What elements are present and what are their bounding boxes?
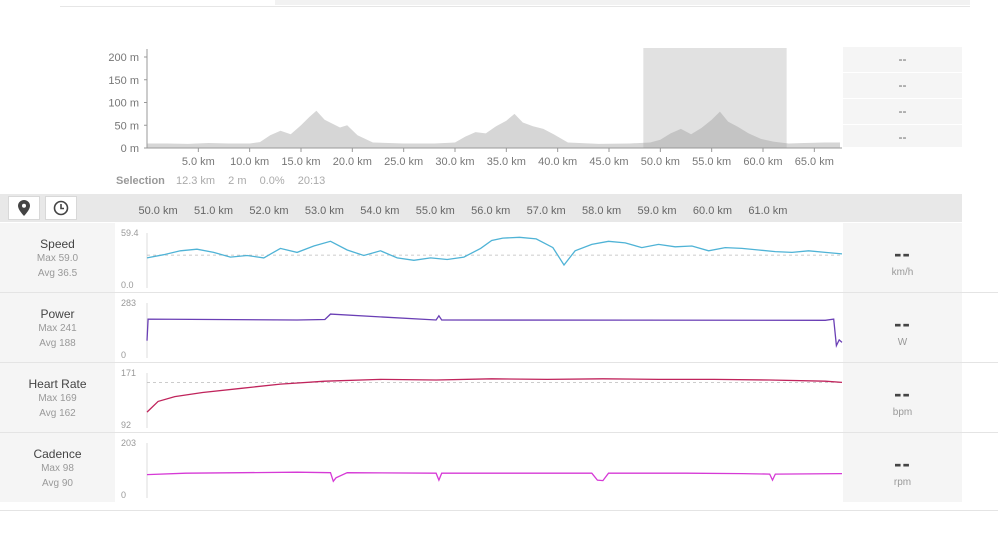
elevation-x-tick: 35.0 km	[487, 156, 526, 168]
power-unit: W	[897, 337, 908, 348]
tab-active[interactable]	[60, 0, 275, 4]
speed-max: Max 59.0	[36, 253, 79, 264]
elevation-x-tick: 20.0 km	[333, 156, 372, 168]
elevation-area	[147, 110, 840, 148]
cadence-name: Cadence	[33, 447, 82, 461]
power-label-panel: Power Max 241 Avg 188	[0, 293, 115, 362]
power-value: --	[894, 311, 911, 336]
power-chart[interactable]: 283 0	[115, 293, 843, 362]
speed-chart[interactable]: 59.4 0.0	[115, 223, 843, 292]
side-value-4: --	[843, 125, 962, 151]
side-value-3: --	[843, 99, 962, 125]
detail-x-tick: 52.0 km	[249, 205, 288, 217]
power-line	[146, 313, 843, 349]
power-value-panel: -- W	[843, 293, 962, 362]
detail-x-tick: 51.0 km	[194, 205, 233, 217]
elevation-y-tick: 150 m	[108, 75, 139, 87]
metric-min-tick: 0	[121, 490, 126, 500]
detail-x-tick: 61.0 km	[748, 205, 787, 217]
elevation-x-tick: 25.0 km	[384, 156, 423, 168]
metric-max-tick: 171	[121, 368, 136, 378]
elevation-x-tick: 5.0 km	[182, 156, 215, 168]
detail-x-tick: 58.0 km	[582, 205, 621, 217]
cadence-label-panel: Cadence Max 98 Avg 90	[0, 433, 115, 502]
elevation-x-tick: 45.0 km	[589, 156, 628, 168]
selection-label: Selection	[116, 175, 165, 187]
hr-max: Max 169	[38, 393, 77, 404]
side-value-2: --	[843, 73, 962, 99]
elevation-x-tick: 30.0 km	[435, 156, 474, 168]
elevation-y-tick: 200 m	[108, 52, 139, 64]
clock-icon[interactable]	[45, 196, 77, 220]
side-value-panel: -- -- -- --	[843, 47, 962, 151]
detail-x-tick: 53.0 km	[305, 205, 344, 217]
tab-inactive[interactable]	[275, 0, 970, 5]
elevation-x-tick: 50.0 km	[641, 156, 680, 168]
top-tab-bar	[60, 0, 970, 7]
metric-min-tick: 92	[121, 420, 131, 430]
cadence-avg: Avg 90	[42, 478, 73, 489]
elevation-chart[interactable]: 200 m 150 m 100 m 50 m 0 m 5.0 km 10.0 km 15.0 …	[0, 40, 850, 170]
speed-name: Speed	[40, 237, 75, 251]
stream-toolbar	[0, 194, 962, 222]
row-divider	[0, 432, 998, 433]
power-avg: Avg 188	[39, 338, 76, 349]
heart-rate-line	[146, 378, 843, 413]
elevation-x-tick: 15.0 km	[281, 156, 320, 168]
elevation-y-tick: 50 m	[115, 120, 139, 132]
heart-rate-chart[interactable]: 171 92	[115, 363, 843, 432]
speed-avg: Avg 36.5	[37, 268, 78, 279]
selection-elevation: 2 m	[228, 175, 247, 187]
cadence-max: Max 98	[41, 463, 74, 474]
detail-x-tick: 55.0 km	[416, 205, 455, 217]
speed-value: --	[894, 241, 911, 266]
selection-box	[643, 48, 787, 148]
metric-max-tick: 59.4	[121, 228, 139, 238]
power-max: Max 241	[38, 323, 77, 334]
speed-label-panel: Speed Max 59.0 Avg 36.5	[0, 223, 115, 292]
hr-value-panel: -- bpm	[843, 363, 962, 432]
elevation-x-tick: 55.0 km	[692, 156, 731, 168]
hr-value: --	[894, 381, 911, 406]
selection-grade: 0.0%	[259, 175, 285, 187]
cadence-line	[146, 471, 843, 483]
speed-unit: km/h	[891, 267, 914, 278]
speed-value-panel: -- km/h	[843, 223, 962, 292]
selection-summary: Selection 12.3 km 2 m 0.0% 20:13	[116, 175, 325, 187]
metric-min-tick: 0	[121, 350, 126, 360]
elevation-y-tick: 0 m	[121, 143, 139, 155]
selection-distance: 12.3 km	[175, 175, 216, 187]
cadence-unit: rpm	[893, 477, 912, 488]
elevation-x-tick: 40.0 km	[538, 156, 577, 168]
detail-x-tick: 54.0 km	[360, 205, 399, 217]
selection-time: 20:13	[297, 175, 326, 187]
elevation-x-tick: 65.0 km	[795, 156, 834, 168]
detail-distance-axis: 50.0 km 51.0 km 52.0 km 53.0 km 54.0 km 55.0 …	[139, 205, 788, 217]
elevation-y-tick: 100 m	[108, 98, 139, 110]
elevation-x-tick: 60.0 km	[743, 156, 782, 168]
metric-max-tick: 283	[121, 298, 136, 308]
row-divider	[0, 292, 998, 293]
metric-min-tick: 0.0	[121, 280, 134, 290]
detail-x-tick: 56.0 km	[471, 205, 510, 217]
row-divider	[0, 362, 998, 363]
detail-x-tick: 57.0 km	[527, 205, 566, 217]
elevation-x-tick: 10.0 km	[230, 156, 269, 168]
hr-avg: Avg 162	[39, 408, 76, 419]
cadence-value-panel: -- rpm	[843, 433, 962, 502]
hr-name: Heart Rate	[28, 377, 87, 391]
speed-line	[146, 236, 843, 267]
detail-x-tick: 59.0 km	[637, 205, 676, 217]
cadence-value: --	[894, 451, 911, 476]
map-pin-icon[interactable]	[8, 196, 40, 220]
bottom-divider	[0, 510, 998, 511]
power-name: Power	[40, 307, 75, 321]
side-value-1: --	[843, 47, 962, 73]
hr-label-panel: Heart Rate Max 169 Avg 162	[0, 363, 115, 432]
detail-x-tick: 60.0 km	[693, 205, 732, 217]
detail-x-tick: 50.0 km	[139, 205, 178, 217]
metric-max-tick: 203	[121, 438, 136, 448]
hr-unit: bpm	[892, 407, 913, 418]
